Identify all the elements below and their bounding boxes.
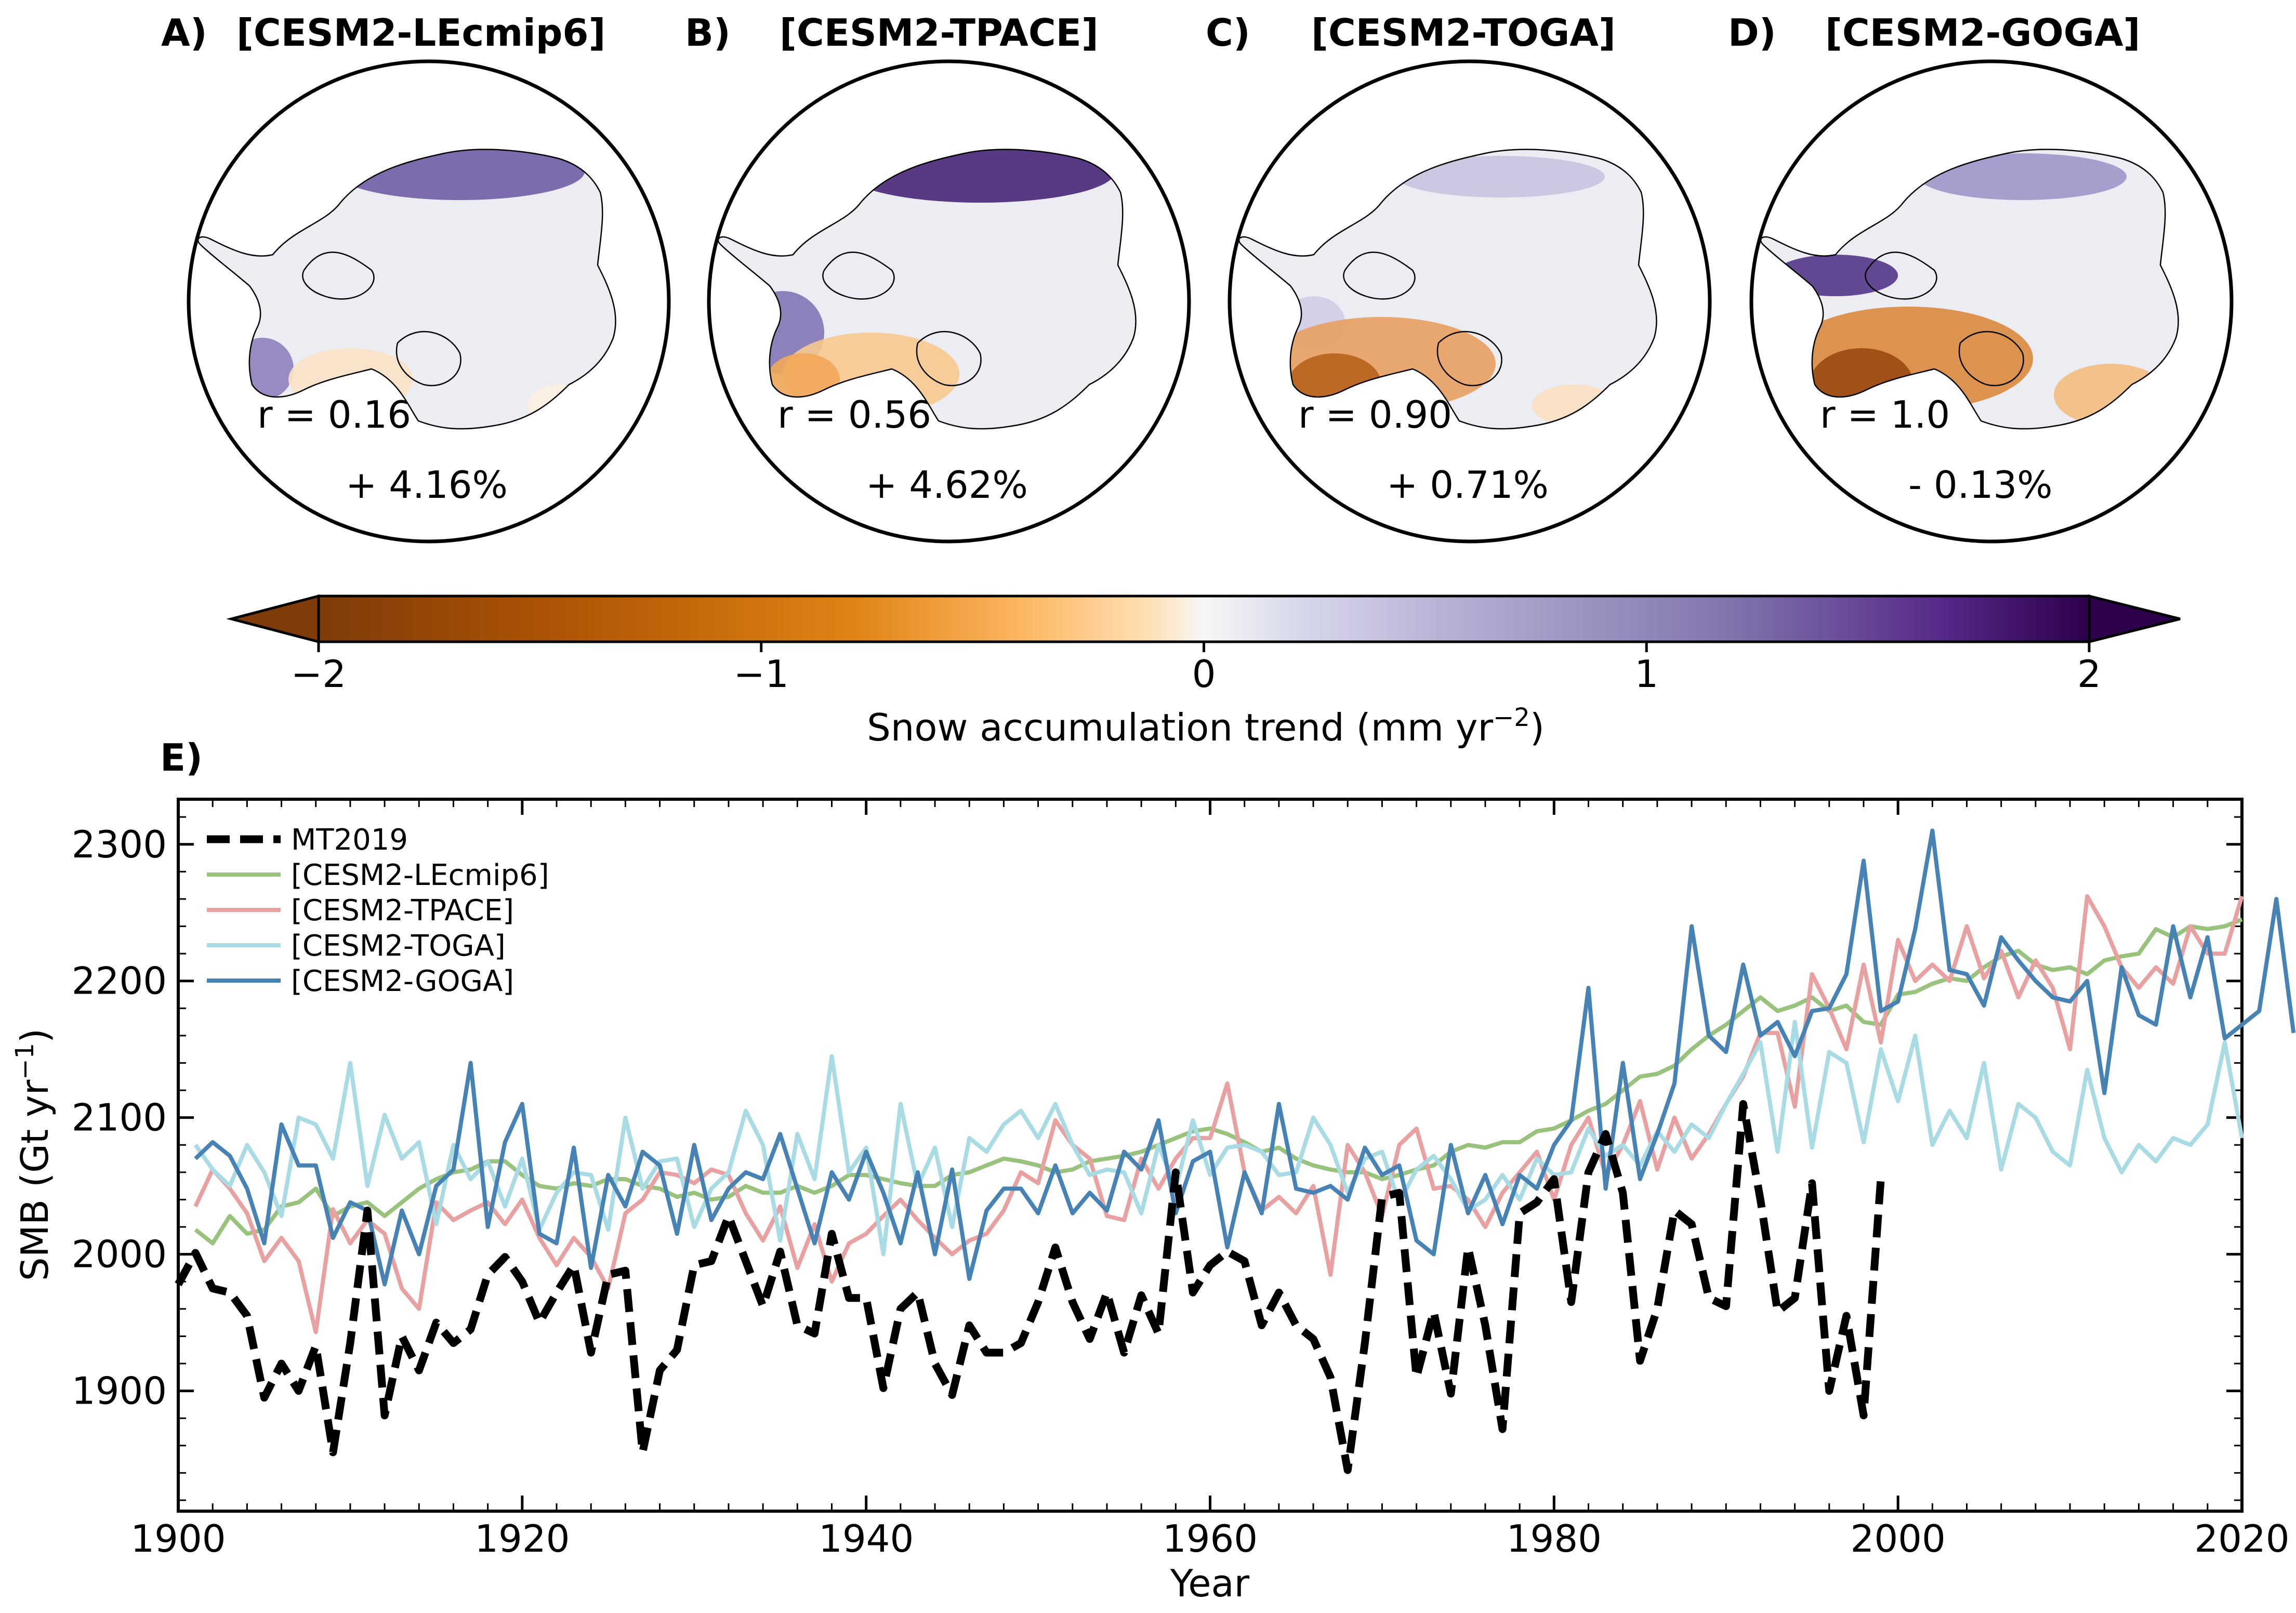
series-line bbox=[193, 894, 2244, 1334]
panel-title: [CESM2-TPACE] bbox=[780, 11, 1099, 55]
percent-change-text: - 0.13% bbox=[1908, 463, 2053, 507]
x-tick-label: 1960 bbox=[1163, 1517, 1258, 1561]
x-axis-label: Year bbox=[1170, 1562, 1250, 1605]
percent-change-text: + 0.71% bbox=[1387, 463, 1549, 507]
ice-shelf-outline bbox=[302, 252, 375, 300]
y-tick-label: 2100 bbox=[72, 1096, 167, 1140]
colorbar-tick-label: −2 bbox=[291, 652, 346, 696]
ice-shelf-outline bbox=[1436, 330, 1502, 387]
map-panel-c: C) [CESM2-TOGA] r = 0.90 + 0.71% bbox=[1206, 11, 1712, 544]
legend-label: [CESM2-TOGA] bbox=[291, 929, 506, 963]
colorbar-extend-low bbox=[226, 594, 320, 644]
correlation-text: r = 0.90 bbox=[1298, 393, 1452, 437]
legend-label: MT2019 bbox=[291, 823, 408, 857]
x-tick-label: 1940 bbox=[819, 1517, 914, 1561]
colorbar-extend-high bbox=[2088, 594, 2181, 644]
colorbar-tick-label: −1 bbox=[734, 652, 789, 696]
colorbar-tick-label: 0 bbox=[1192, 652, 1216, 696]
panel-title: [CESM2-TOGA] bbox=[1311, 11, 1616, 55]
panel-title: [CESM2-LEcmip6] bbox=[236, 11, 605, 55]
x-tick-label: 1980 bbox=[1507, 1517, 1602, 1561]
percent-change-text: + 4.16% bbox=[346, 463, 508, 507]
x-tick-label: 2000 bbox=[1851, 1517, 1946, 1561]
ice-shelf-outline bbox=[1865, 252, 1937, 300]
x-tick-label: 1900 bbox=[130, 1517, 226, 1561]
legend-label: [CESM2-GOGA] bbox=[291, 964, 514, 998]
y-tick-label: 2000 bbox=[72, 1233, 167, 1276]
colorbar-label: Snow accumulation trend (mm yr−2) bbox=[867, 703, 1545, 749]
y-axis-label: SMB (Gt yr−1) bbox=[10, 1028, 57, 1281]
colorbar-bar bbox=[317, 594, 2091, 643]
x-tick-label: 1920 bbox=[474, 1517, 570, 1561]
panel-letter: A) bbox=[161, 11, 207, 55]
colorbar-tick-label: 2 bbox=[2077, 652, 2101, 696]
percent-change-text: + 4.62% bbox=[866, 463, 1028, 507]
correlation-text: r = 0.56 bbox=[777, 393, 931, 437]
map-panel-b: B) [CESM2-TPACE] r = 0.56 + 4.62% bbox=[685, 11, 1191, 544]
y-tick-label: 1900 bbox=[72, 1369, 167, 1413]
line-chart: 1900 1920 1940 1960 1980 2000 2020 1900 2000 2100… bbox=[10, 798, 2296, 1605]
legend-label: [CESM2-TPACE] bbox=[291, 894, 514, 928]
ice-shelf-outline bbox=[822, 252, 895, 300]
ice-shelf-outline bbox=[1343, 252, 1416, 300]
colorbar: −2 −1 0 1 2 Snow accumulation trend (mm yr−2… bbox=[226, 594, 2181, 749]
y-tick-label: 2200 bbox=[72, 959, 167, 1003]
correlation-text: r = 1.0 bbox=[1820, 393, 1950, 437]
colorbar-tick-label: 1 bbox=[1634, 652, 1658, 696]
map-panel-d: D) [CESM2-GOGA] r = 1.0 - 0.13% bbox=[1728, 11, 2234, 544]
panel-letter: D) bbox=[1728, 11, 1776, 55]
y-tick-label: 2300 bbox=[72, 823, 167, 866]
ice-shelf-outline bbox=[395, 330, 461, 387]
correlation-text: r = 0.16 bbox=[257, 393, 411, 437]
panel-letter: B) bbox=[685, 11, 731, 55]
ice-shelf-outline bbox=[1958, 330, 2024, 387]
x-tick-label: 2020 bbox=[2194, 1517, 2289, 1561]
map-panel-a: A) [CESM2-LEcmip6] r = 0.16 + 4.16% bbox=[161, 11, 671, 544]
ice-shelf-outline bbox=[916, 330, 982, 387]
panel-e-letter: E) bbox=[160, 736, 203, 779]
legend-label: [CESM2-LEcmip6] bbox=[291, 858, 549, 892]
panel-title: [CESM2-GOGA] bbox=[1825, 11, 2140, 55]
panel-letter: C) bbox=[1206, 11, 1250, 55]
legend: MT2019[CESM2-LEcmip6][CESM2-TPACE][CESM2… bbox=[207, 823, 549, 998]
series-line bbox=[175, 1100, 1885, 1474]
series-line bbox=[194, 828, 2296, 1287]
